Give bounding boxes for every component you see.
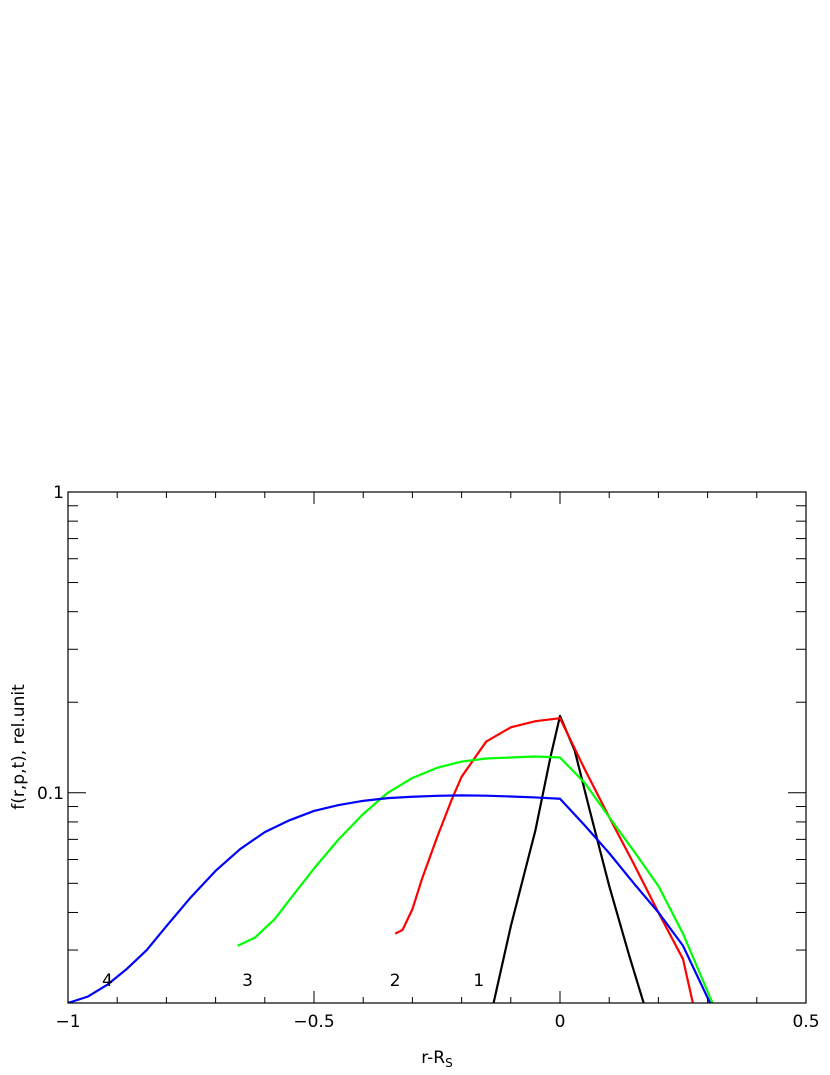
y-tick-label: 1	[53, 483, 64, 503]
plot-area	[68, 714, 714, 1003]
curves-group	[68, 714, 714, 1003]
plot-frame	[67, 491, 807, 1004]
axis-ticks	[67, 491, 807, 1004]
curve-label-1: 1	[473, 971, 484, 991]
series-line-1	[492, 714, 645, 1003]
curve-label-2: 2	[390, 971, 401, 991]
series-line-3	[237, 755, 714, 1003]
x-tick-label: 0.5	[792, 1012, 819, 1032]
x-axis-label-subscript: S	[445, 1056, 453, 1070]
y-tick-label: 0.1	[37, 784, 64, 804]
x-tick-label: −1	[55, 1012, 80, 1032]
x-tick-label: 0	[555, 1012, 566, 1032]
series-line-2	[394, 717, 694, 1003]
series-line-4	[68, 794, 712, 1003]
x-tick-label: −0.5	[293, 1012, 334, 1032]
curve-label-3: 3	[242, 971, 253, 991]
curve-labels: 4 3 2 1	[102, 971, 484, 991]
curve-label-4: 4	[102, 971, 113, 991]
x-axis-label: r-RS	[421, 1048, 452, 1070]
tick-labels: −1 −0.5 0 0.5 0.1 1	[37, 483, 820, 1032]
y-axis-label: f(r,p,t), rel.unit	[9, 684, 29, 810]
